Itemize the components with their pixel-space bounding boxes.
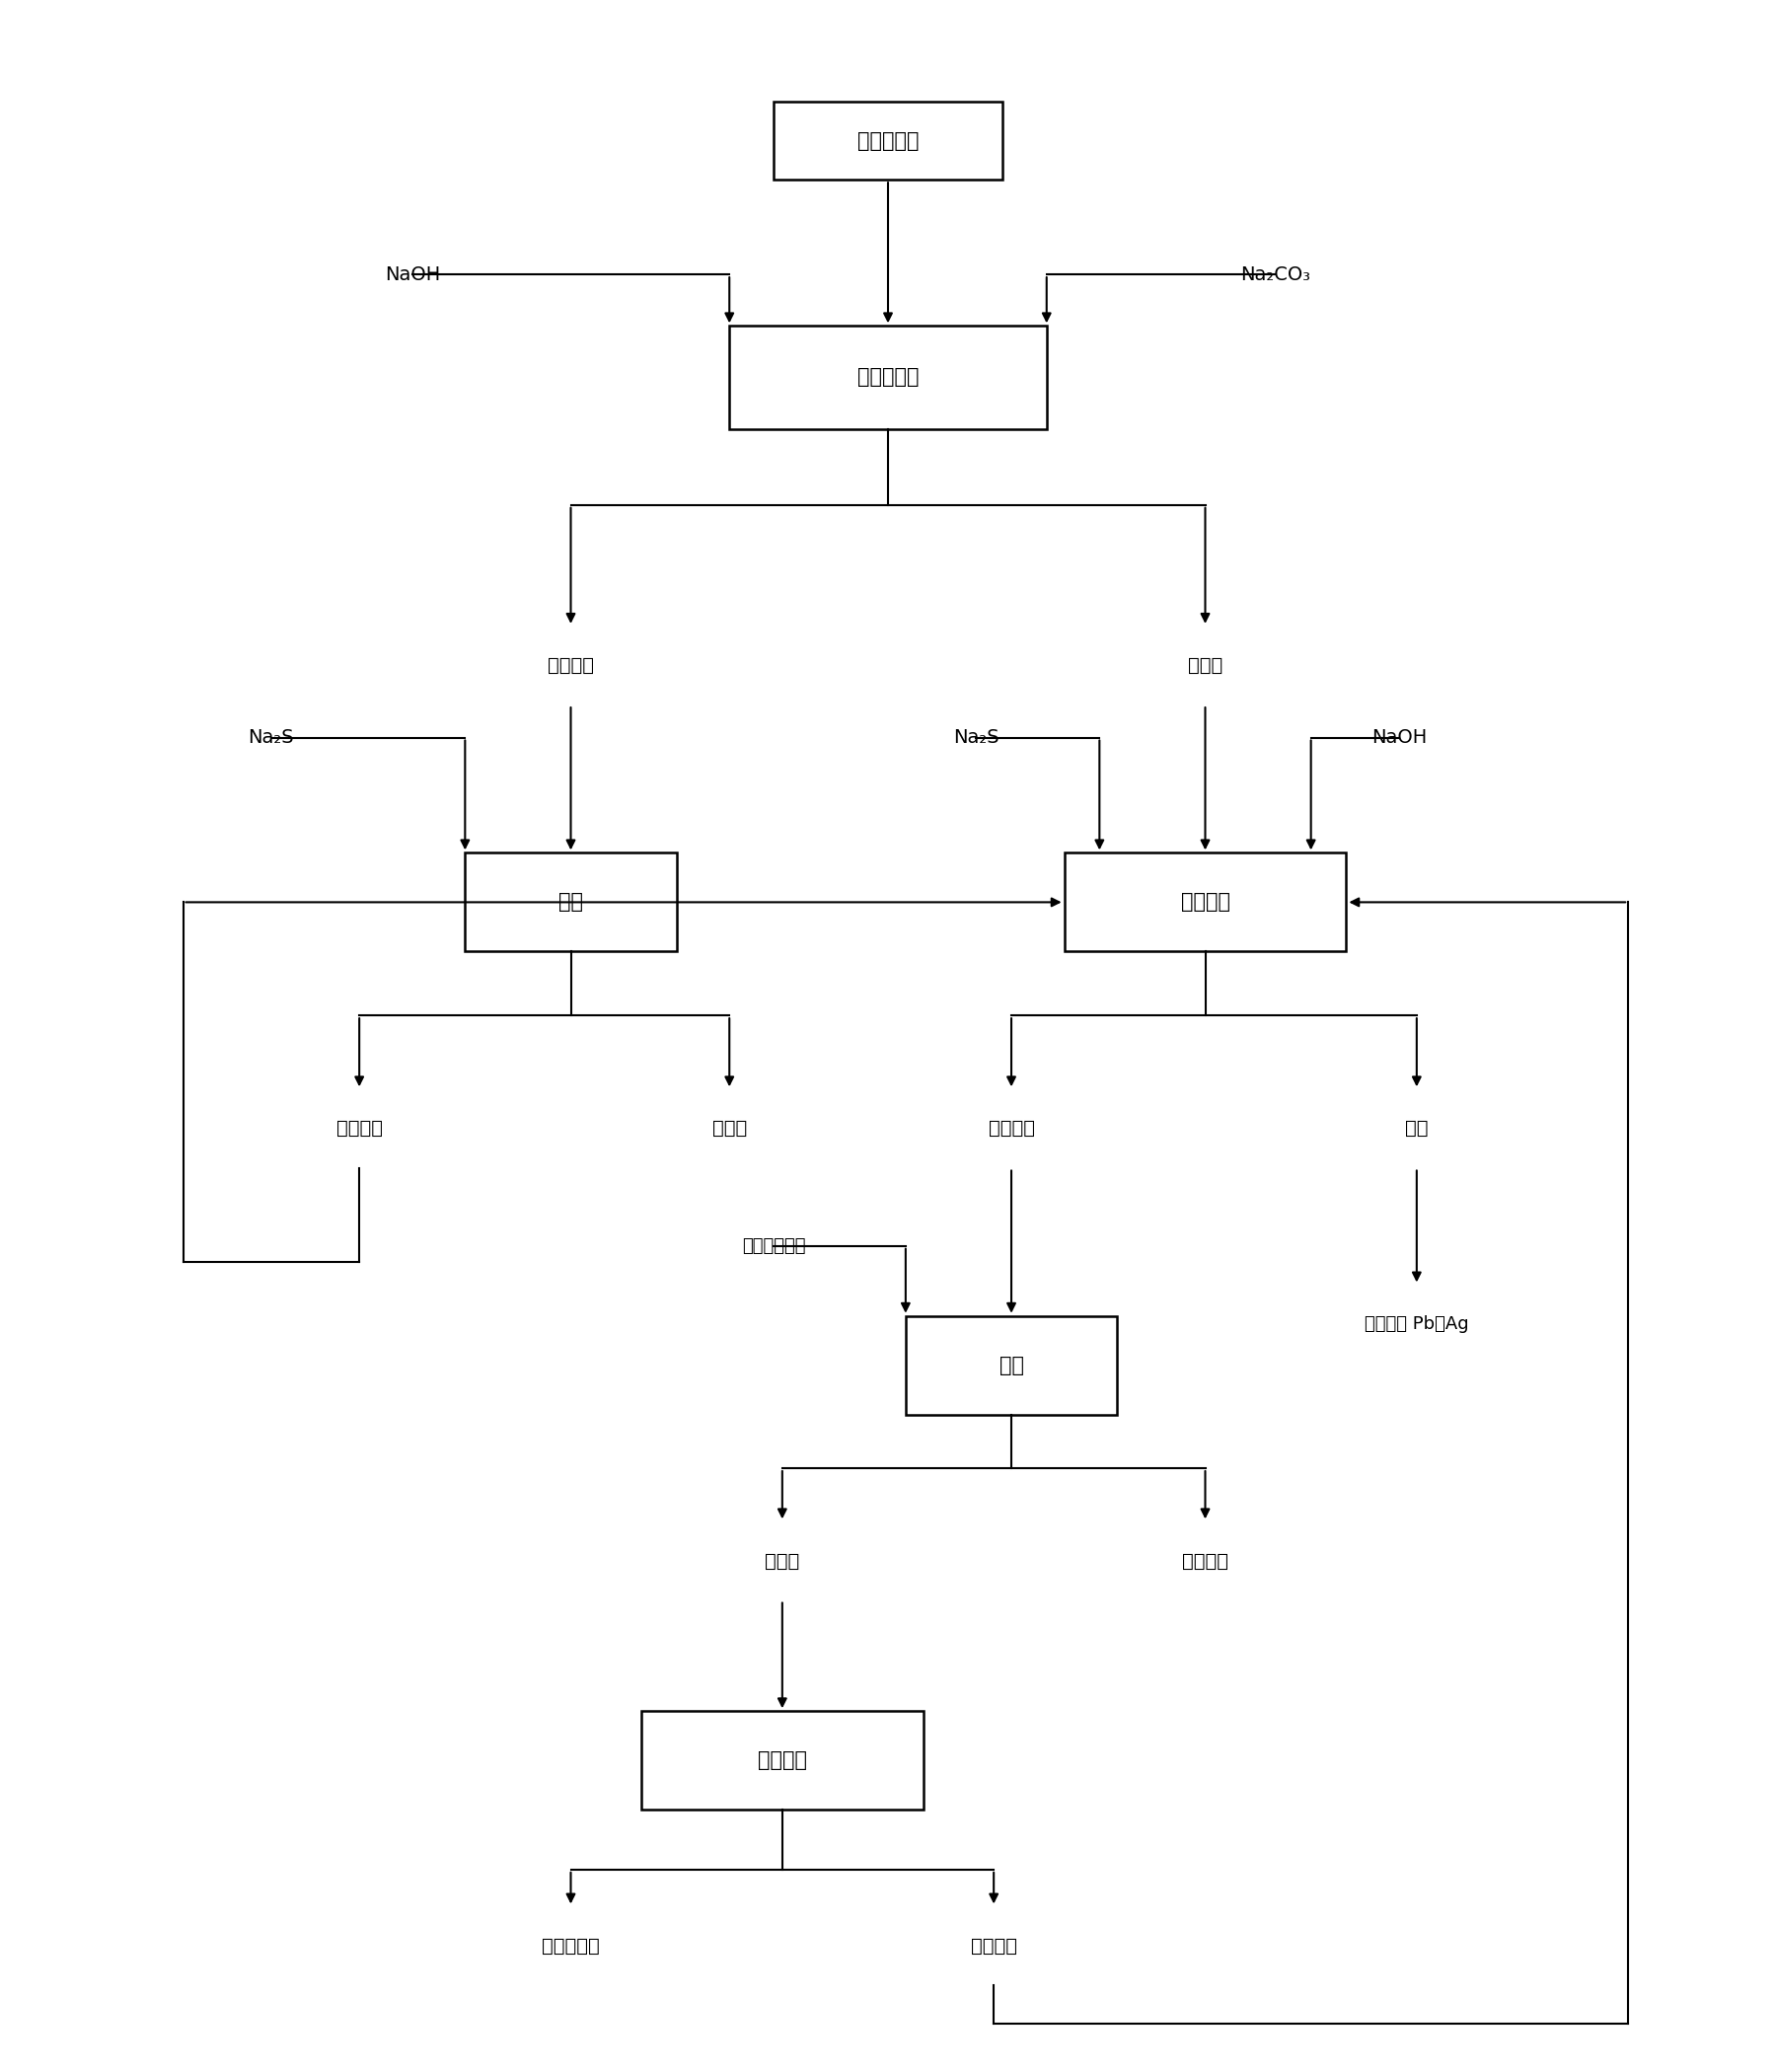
Text: 焦锴酸钔: 焦锴酸钔 <box>1183 1552 1229 1571</box>
Text: 硫化碱浸: 硫化碱浸 <box>1181 893 1231 912</box>
Text: 沉础后液: 沉础后液 <box>336 1119 382 1138</box>
Text: 沉础: 沉础 <box>558 893 583 912</box>
Text: 硫化础: 硫化础 <box>712 1119 746 1138</box>
FancyBboxPatch shape <box>641 1711 924 1811</box>
Text: Na₂CO₃: Na₂CO₃ <box>1241 265 1311 284</box>
Text: 硫代硒酸钔: 硫代硒酸钔 <box>542 1937 600 1956</box>
Text: Na₂S: Na₂S <box>954 727 1000 746</box>
Text: 铅渣: 铅渣 <box>1405 1119 1428 1138</box>
Text: NaOH: NaOH <box>1371 727 1426 746</box>
FancyBboxPatch shape <box>730 325 1046 429</box>
FancyBboxPatch shape <box>465 854 677 951</box>
FancyBboxPatch shape <box>1064 854 1346 951</box>
Text: 富氧压缩空气: 富氧压缩空气 <box>742 1237 805 1256</box>
Text: 含础锴烟灼: 含础锴烟灼 <box>858 131 918 151</box>
Text: 锴浸出液: 锴浸出液 <box>987 1119 1035 1138</box>
Text: 础浸出液: 础浸出液 <box>547 657 593 675</box>
Text: 结晶母液: 结晶母液 <box>970 1937 1018 1956</box>
Text: NaOH: NaOH <box>384 265 440 284</box>
Text: 氧化液: 氧化液 <box>765 1552 799 1571</box>
Text: 预处理脱础: 预处理脱础 <box>858 367 918 387</box>
Text: 浸出渣: 浸出渣 <box>1188 657 1222 675</box>
Text: 火法回收 Pb、Ag: 火法回收 Pb、Ag <box>1364 1316 1469 1332</box>
Text: Na₂S: Na₂S <box>249 727 295 746</box>
FancyBboxPatch shape <box>906 1316 1117 1415</box>
Text: 氧化: 氧化 <box>1000 1355 1023 1376</box>
Text: 浓缩结晶: 浓缩结晶 <box>758 1751 806 1769</box>
FancyBboxPatch shape <box>774 102 1002 180</box>
